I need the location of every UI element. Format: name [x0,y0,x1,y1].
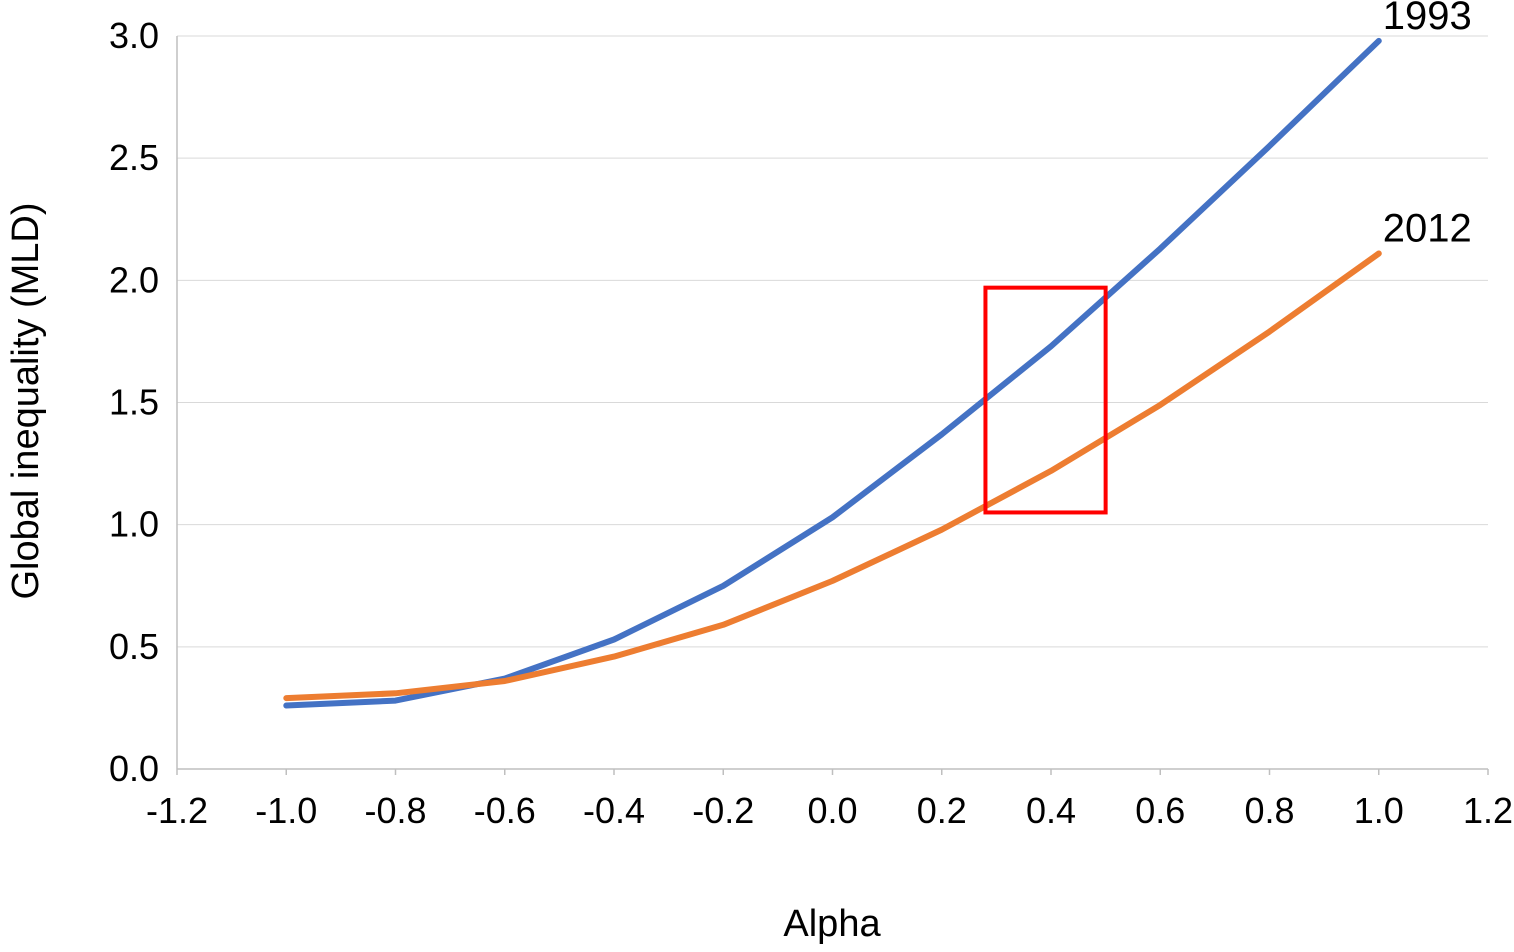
x-tick-label: -0.2 [692,790,754,831]
x-tick-label: -0.6 [474,790,536,831]
y-tick-label: 1.0 [109,504,159,545]
x-tick-label: 0.4 [1026,790,1076,831]
y-tick-label: 0.5 [109,626,159,667]
x-tick-label: 0.0 [807,790,857,831]
x-tick-label: 0.8 [1244,790,1294,831]
x-tick-label: -0.8 [364,790,426,831]
annotations [983,285,1108,515]
series-lines [283,37,1382,709]
gridlines [177,35,1488,648]
y-tick-label: 0.0 [109,748,159,789]
x-axis-title: Alpha [783,903,881,945]
series-line-1993 [283,37,1382,709]
x-tick-label: -1.0 [255,790,317,831]
y-axis-title: Global inequality (MLD) [5,202,47,599]
x-tick-label: 1.2 [1463,790,1513,831]
series-label-2012: 2012 [1383,206,1472,250]
x-tick-label: -1.2 [146,790,208,831]
y-tick-label: 2.0 [109,259,159,300]
x-tick-label: 0.6 [1135,790,1185,831]
y-tick-label: 3.0 [109,15,159,56]
y-tick-label: 1.5 [109,382,159,423]
series-label-1993: 1993 [1383,0,1472,38]
x-tick-label: 0.2 [917,790,967,831]
y-tick-label: 2.5 [109,137,159,178]
x-tick-label: -0.4 [583,790,645,831]
highlight-rectangle [983,285,1108,515]
labels: Alpha Global inequality (MLD) 0.0 0.5 1.0 1… [5,0,1513,945]
series-line-2012 [283,250,1382,702]
x-tick-label: 1.0 [1354,790,1404,831]
axes [176,36,1489,775]
